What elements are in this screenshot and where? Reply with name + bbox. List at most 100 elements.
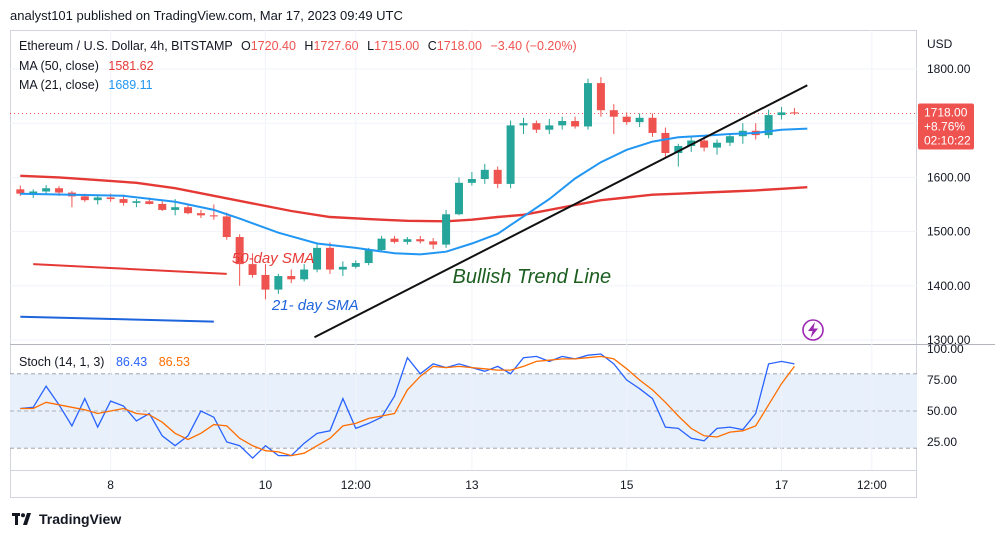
- ma21-legend-value: 1689.11: [108, 78, 152, 92]
- tradingview-brand: TradingView: [39, 511, 122, 527]
- stoch-legend: Stoch (14, 1, 3) 86.43 86.53: [19, 355, 190, 369]
- time-tick-label: 15: [620, 478, 634, 492]
- candle-body: [29, 191, 38, 194]
- candle-body: [777, 112, 786, 116]
- price-tick-label: 1500.00: [927, 225, 971, 239]
- candle-body: [42, 188, 51, 192]
- currency-label: USD: [927, 37, 953, 51]
- ma50-legend: MA (50, close) 1581.62: [19, 59, 154, 73]
- candle-body: [209, 215, 218, 217]
- candle-body: [687, 140, 696, 146]
- candle-body: [532, 123, 541, 130]
- candle-body: [158, 203, 167, 210]
- stoch-tick-label: 25.00: [927, 435, 957, 449]
- ma21-path: [20, 127, 808, 256]
- candle-body: [467, 179, 476, 183]
- candle-body: [596, 83, 605, 111]
- candle-body: [506, 125, 515, 184]
- candle-body: [558, 121, 567, 126]
- candle-body: [454, 182, 463, 215]
- candle-body: [661, 132, 670, 154]
- candle-body: [519, 123, 528, 126]
- candle-body: [287, 276, 296, 280]
- candle-body: [55, 188, 64, 193]
- ma21-legend-name: MA (21, close): [19, 78, 99, 92]
- stoch-lines: [20, 353, 795, 460]
- candle-body: [132, 201, 141, 203]
- stoch-tick-label: 100.00: [927, 342, 964, 356]
- candle-body: [171, 207, 180, 210]
- candle-body: [325, 247, 334, 270]
- candle-body: [584, 83, 593, 127]
- last-price-value: 1718.00: [924, 105, 968, 119]
- ohlc-open: 1720.40: [251, 39, 296, 53]
- candle-body: [713, 142, 722, 148]
- ohlc-high: 1727.60: [313, 39, 358, 53]
- ma50-legend-name: MA (50, close): [19, 59, 99, 73]
- last-price-change: +8.76%: [924, 119, 965, 133]
- candle-body: [351, 263, 360, 267]
- candle-body: [248, 264, 257, 275]
- ma50-path: [20, 174, 808, 223]
- ohlc-c-label: C: [428, 39, 437, 53]
- candle-body: [119, 199, 128, 203]
- last-price-tag-bg: [918, 103, 974, 150]
- time-tick-label: 13: [465, 478, 479, 492]
- candle-body: [80, 196, 89, 201]
- stoch-d-line: [20, 355, 795, 457]
- candle-body: [403, 239, 412, 242]
- ohlc-legend: Ethereum / U.S. Dollar, 4h, BITSTAMP O17…: [19, 39, 577, 53]
- sma-legend-lines: [20, 263, 227, 323]
- candle-body: [196, 213, 205, 216]
- candle-body: [377, 238, 386, 251]
- candle-body: [222, 216, 231, 238]
- stoch-tick-label: 75.00: [927, 373, 957, 387]
- candle-body: [300, 269, 309, 280]
- ohlc-h-label: H: [304, 39, 313, 53]
- stoch-k-line: [20, 353, 795, 460]
- chart-frame: [10, 30, 917, 498]
- tradingview-footer[interactable]: TradingView: [12, 511, 121, 527]
- symbol-title: Ethereum / U.S. Dollar, 4h, BITSTAMP: [19, 39, 233, 53]
- candle-body: [571, 121, 580, 127]
- ohlc-l-label: L: [367, 39, 374, 53]
- lightning-icon[interactable]: [802, 319, 824, 341]
- candle-body: [184, 207, 193, 214]
- bar-countdown: 02:10:22: [924, 133, 971, 147]
- candle-body: [429, 241, 438, 245]
- time-tick-label: 12:00: [341, 478, 371, 492]
- annotation-bullish-trend-line: Bullish Trend Line: [453, 266, 612, 288]
- ma50-line: [20, 174, 808, 223]
- last-price-tag: 1718.00 +8.76% 02:10:22: [918, 103, 974, 150]
- candle-body: [648, 117, 657, 133]
- candle-body: [635, 117, 644, 123]
- time-tick-label: 10: [259, 478, 273, 492]
- trend-line: [314, 84, 808, 339]
- candle-body: [274, 276, 283, 290]
- candle-body: [622, 116, 631, 123]
- candle-body: [416, 239, 425, 242]
- publisher-line: analyst101 published on TradingView.com,…: [10, 8, 403, 23]
- sma-legend-line: [33, 263, 227, 275]
- candle-body: [93, 197, 102, 201]
- candle-body: [261, 274, 270, 290]
- stoch-band-fill: [10, 373, 917, 449]
- bullish-trend-line: [314, 84, 808, 339]
- candle-body: [700, 140, 709, 148]
- candle-body: [106, 197, 115, 200]
- ma21-legend: MA (21, close) 1689.11: [19, 78, 153, 92]
- stoch-tick-label: 50.00: [927, 404, 957, 418]
- candle-body: [764, 115, 773, 136]
- ohlc-change: −3.40 (−0.20%): [490, 39, 576, 53]
- candle-body: [313, 247, 322, 270]
- price-tick-label: 1300.00: [927, 333, 971, 347]
- candle-body: [235, 237, 244, 265]
- tradingview-logo-icon: [12, 513, 31, 525]
- time-tick-label: 8: [107, 478, 114, 492]
- time-tick-label: 12:00: [857, 478, 887, 492]
- time-tick-label: 17: [775, 478, 789, 492]
- candle-body: [609, 110, 618, 117]
- candle-body: [16, 189, 25, 194]
- ohlc-o-label: O: [241, 39, 251, 53]
